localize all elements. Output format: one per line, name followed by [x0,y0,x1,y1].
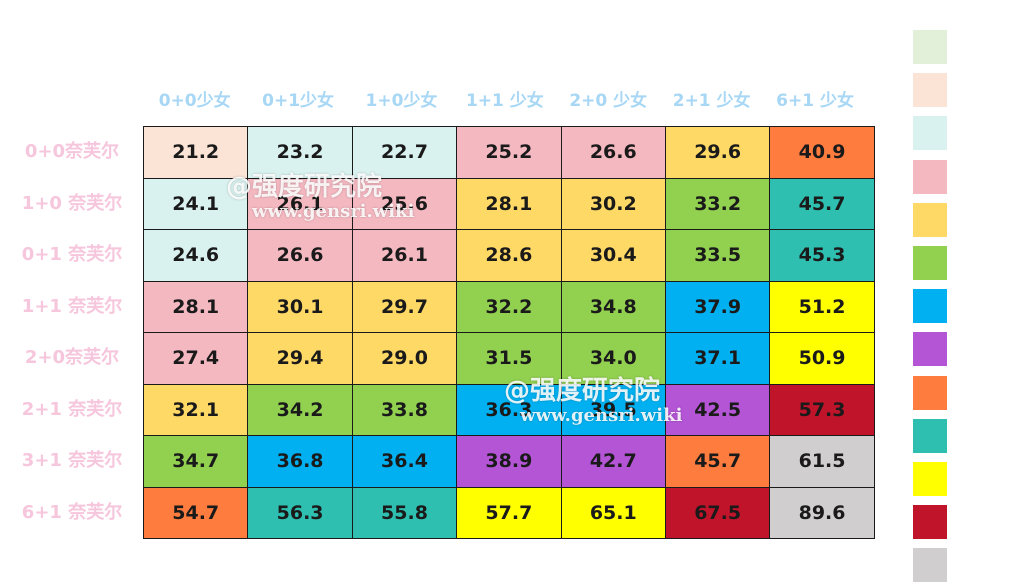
row-header: 6+1 奈芙尔 [21,501,123,523]
legend-swatch [913,245,947,280]
legend-swatch [913,202,947,237]
heatmap-row: 24.6 26.6 26.1 28.6 30.4 33.5 45.3 [142,229,875,282]
heatmap-cell: 57.7 [456,486,562,539]
heatmap-row: 21.2 23.2 22.7 25.2 26.6 29.6 40.9 [142,126,875,179]
column-header: 0+1少女 [262,91,335,111]
row-header: 0+0奈芙尔 [24,141,120,162]
heatmap-cell: 31.5 [456,332,562,385]
row-headers: 0+0奈芙尔 1+0 奈芙尔 0+1 奈芙尔 1+1 奈芙尔 2+0奈芙尔 2+1 奈芙尔… [8,126,136,538]
row-header: 1+1 奈芙尔 [21,295,123,317]
heatmap-cell: 25.2 [456,126,562,179]
heatmap-cell: 38.9 [456,435,562,488]
heatmap-cell: 61.5 [769,435,875,488]
heatmap-cell: 34.2 [247,383,353,436]
heatmap-cell: 34.0 [560,332,666,385]
heatmap-cell: 29.7 [351,280,458,333]
row-header: 2+0奈芙尔 [24,347,120,368]
heatmap-cell: 45.3 [769,229,875,282]
heatmap-cell: 56.3 [247,486,353,539]
heatmap-cell: 45.7 [664,435,771,488]
column-header: 1+1 少女 [465,91,544,111]
heatmap-cell: 55.8 [351,486,458,539]
heatmap-cell: 30.4 [560,229,666,282]
heatmap-cell: 45.7 [769,177,875,230]
row-header: 2+1 奈芙尔 [21,398,123,420]
legend-swatch [913,289,947,324]
heatmap-cell: 24.1 [142,177,249,230]
heatmap-cell: 51.2 [769,280,875,333]
heatmap-cell: 26.1 [247,177,353,230]
column-header: 2+1 少女 [672,91,751,111]
heatmap-cell: 36.3 [456,383,562,436]
heatmap-cell: 28.1 [456,177,562,230]
heatmap-cell: 22.7 [351,126,458,179]
heatmap-cell: 37.9 [664,280,771,333]
heatmap-cell: 67.5 [664,486,771,539]
heatmap-cell: 21.2 [142,126,249,179]
heatmap-row: 27.4 29.4 29.0 31.5 34.0 37.1 50.9 [142,332,875,385]
column-headers: 0+0少女 0+1少女 1+0少女 1+1 少女 2+0 少女 2+1 少女 6+1 少女 [143,88,867,114]
heatmap-cell: 27.4 [142,332,249,385]
heatmap-cell: 24.6 [142,229,249,282]
heatmap-cell: 30.1 [247,280,353,333]
heatmap-cell: 40.9 [769,126,875,179]
legend-swatch [913,418,947,453]
heatmap-cell: 26.1 [351,229,458,282]
legend-swatch [913,332,947,367]
heatmap-row: 28.1 30.1 29.7 32.2 34.8 37.9 51.2 [142,280,875,333]
heatmap-cell: 32.2 [456,280,562,333]
heatmap-cell: 54.7 [142,486,249,539]
heatmap-cell: 33.2 [664,177,771,230]
legend-swatch [913,30,947,64]
row-header: 3+1 奈芙尔 [21,450,123,471]
legend-swatch [913,505,947,540]
column-header: 6+1 少女 [776,91,854,111]
legend-swatch [913,548,947,582]
row-header: 1+0 奈芙尔 [21,192,123,214]
heatmap-cell: 29.0 [351,332,458,385]
legend-swatch [913,461,947,496]
color-legend [913,30,947,582]
heatmap-row: 34.7 36.8 36.4 38.9 42.7 45.7 61.5 [142,435,875,488]
heatmap-cell: 34.7 [142,435,249,488]
legend-swatch [913,375,947,410]
heatmap-cell: 26.6 [560,126,666,179]
heatmap-cell: 33.8 [351,383,458,436]
heatmap-row: 24.1 26.1 25.6 28.1 30.2 33.2 45.7 [142,177,875,230]
heatmap-row: 32.1 34.2 33.8 36.3 39.5 42.5 57.3 [142,383,875,436]
column-header: 1+0少女 [365,91,438,111]
heatmap-cell: 23.2 [247,126,353,179]
heatmap-cell: 37.1 [664,332,771,385]
legend-swatch [913,73,947,108]
heatmap-cell: 29.4 [247,332,353,385]
heatmap-cell: 29.6 [664,126,771,179]
heatmap-cell: 25.6 [351,177,458,230]
heatmap-cell: 39.5 [560,383,666,436]
heatmap-cell: 89.6 [769,486,875,539]
heatmap-cell: 36.8 [247,435,353,488]
heatmap-cell: 28.6 [456,229,562,282]
heatmap-cell: 34.8 [560,280,666,333]
heatmap-cell: 65.1 [560,486,666,539]
column-header: 2+0 少女 [569,91,648,111]
heatmap-cell: 33.5 [664,229,771,282]
heatmap-cell: 42.7 [560,435,666,488]
column-header: 0+0少女 [158,91,231,111]
heatmap-cell: 32.1 [142,383,249,436]
heatmap-cell: 28.1 [142,280,249,333]
heatmap-cell: 30.2 [560,177,666,230]
legend-swatch [913,116,947,151]
legend-swatch [913,159,947,194]
heatmap-grid: 21.2 23.2 22.7 25.2 26.6 29.6 40.9 24.1 26.1 25.6… [142,126,875,539]
heatmap-cell: 42.5 [664,383,771,436]
heatmap-cell: 50.9 [769,332,875,385]
row-header: 0+1 奈芙尔 [21,244,123,265]
heatmap-cell: 57.3 [769,383,875,436]
heatmap-cell: 36.4 [351,435,458,488]
heatmap-row: 54.7 56.3 55.8 57.7 65.1 67.5 89.6 [142,486,875,539]
heatmap-cell: 26.6 [247,229,353,282]
